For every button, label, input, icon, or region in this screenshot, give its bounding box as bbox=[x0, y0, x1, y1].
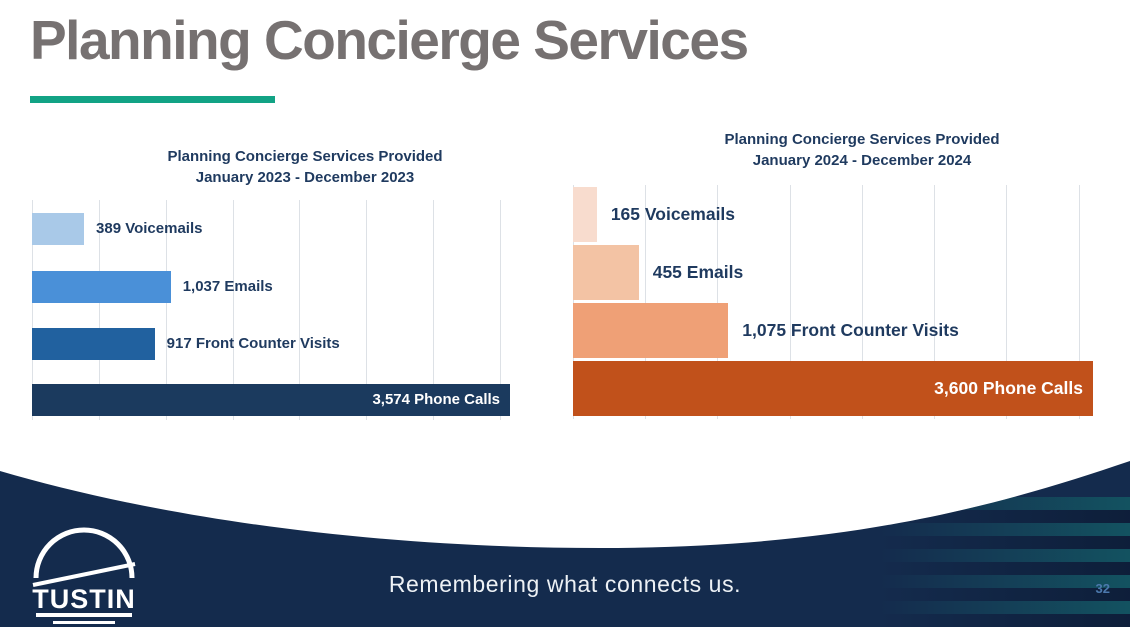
gridline bbox=[861, 185, 863, 419]
gridline bbox=[165, 200, 167, 420]
gridline bbox=[645, 185, 647, 419]
bar-data-label: 1,075 Front Counter Visits bbox=[742, 320, 959, 340]
teal-streaks-decoration bbox=[0, 457, 1130, 627]
footer-tagline: Remembering what connects us. bbox=[388, 571, 742, 597]
teal-streak bbox=[880, 601, 1130, 614]
bar-phone-calls: 3,600 Phone Calls bbox=[573, 361, 1093, 416]
chart-2023-title-line2: January 2023 - December 2023 bbox=[195, 168, 415, 186]
footer-wave-shape bbox=[0, 461, 1130, 627]
chart-2024-plot: 165 Voicemails 455 Emails 1,075 Front Coun… bbox=[573, 185, 1093, 419]
chart-2024-title: Planning Concierge Services Provided Jan… bbox=[573, 130, 1130, 171]
bar-data-label: 3,574 Phone Calls bbox=[372, 391, 500, 408]
page-number: 32 bbox=[1095, 581, 1110, 596]
title-underline-accent bbox=[30, 96, 275, 103]
bar-emails bbox=[573, 245, 639, 300]
teal-streak bbox=[880, 536, 1130, 549]
chart-2023-plot: 389 Voicemails 1,037 Emails 917 Front Coun… bbox=[32, 200, 510, 420]
chart-2023-title-line1: Planning Concierge Services Provided bbox=[167, 148, 443, 165]
gridline bbox=[232, 200, 234, 420]
chart-2024-title-line2: January 2024 - December 2024 bbox=[752, 151, 972, 169]
gridline bbox=[573, 185, 574, 419]
slide-title: Planning Concierge Services bbox=[30, 9, 749, 71]
gridline bbox=[98, 200, 100, 420]
bar-voicemails bbox=[573, 187, 597, 242]
gridline bbox=[1006, 185, 1008, 419]
bar-data-label: 917 Front Counter Visits bbox=[166, 335, 340, 352]
tustin-logo: TUSTIN bbox=[32, 527, 136, 624]
tustin-logo-text: TUSTIN bbox=[32, 584, 136, 614]
bar-data-label: 1,037 Emails bbox=[182, 278, 273, 295]
bar-voicemails bbox=[32, 213, 85, 245]
teal-streak bbox=[880, 549, 1130, 562]
footer-wave bbox=[0, 457, 1130, 627]
teal-streak bbox=[880, 523, 1130, 536]
bar-emails bbox=[32, 271, 171, 303]
gridline bbox=[299, 200, 301, 420]
teal-streak bbox=[880, 614, 1130, 627]
bar-data-label: 165 Voicemails bbox=[610, 204, 736, 224]
gridline bbox=[32, 200, 33, 420]
teal-streak bbox=[880, 588, 1130, 601]
gridline bbox=[433, 200, 435, 420]
bar-front-counter-visits bbox=[573, 303, 729, 358]
bar-data-label: 3,600 Phone Calls bbox=[934, 378, 1083, 398]
gridline bbox=[789, 185, 791, 419]
gridline bbox=[717, 185, 719, 419]
teal-streak bbox=[880, 562, 1130, 575]
chart-2023-title: Planning Concierge Services Provided Jan… bbox=[32, 147, 578, 188]
gridline bbox=[500, 200, 502, 420]
gridline bbox=[934, 185, 936, 419]
bar-phone-calls: 3,574 Phone Calls bbox=[32, 384, 510, 416]
gridline bbox=[366, 200, 368, 420]
gridline bbox=[1078, 185, 1080, 419]
bar-data-label: 455 Emails bbox=[652, 262, 744, 282]
bar-front-counter-visits bbox=[32, 328, 155, 360]
teal-streak bbox=[880, 575, 1130, 588]
bar-data-label: 389 Voicemails bbox=[96, 220, 203, 237]
chart-2024-title-line1: Planning Concierge Services Provided bbox=[724, 131, 1000, 148]
